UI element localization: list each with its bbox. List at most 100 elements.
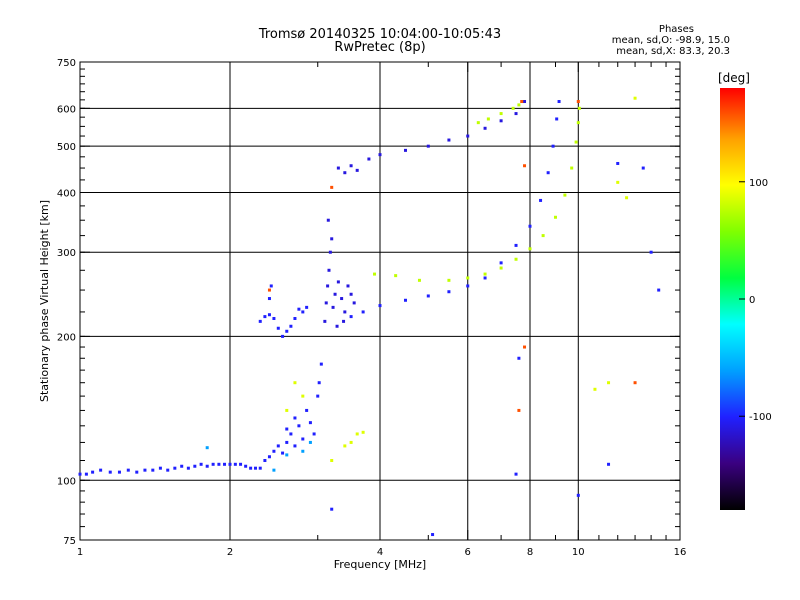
data-point (158, 466, 162, 470)
data-point (78, 472, 82, 476)
data-point (557, 100, 561, 104)
data-point (336, 166, 340, 170)
data-point (324, 301, 328, 305)
data-point (331, 305, 335, 309)
data-point (553, 215, 557, 219)
data-point (205, 464, 209, 468)
data-point (281, 451, 285, 455)
data-point (361, 310, 365, 314)
phase-stats-o: mean, sd,O: -98.9, 15.0 (611, 35, 730, 46)
data-point (193, 464, 197, 468)
x-tick-label: 10 (572, 547, 585, 558)
y-tick-label: 750 (57, 58, 76, 69)
data-point (403, 298, 407, 302)
data-point (327, 268, 331, 272)
data-point (305, 408, 309, 412)
data-point (272, 468, 276, 472)
data-point (276, 326, 280, 330)
data-point (528, 247, 532, 251)
data-point (326, 284, 330, 288)
x-tick-label: 4 (377, 547, 383, 558)
data-point (523, 164, 527, 168)
data-point (285, 408, 289, 412)
data-point (301, 394, 305, 398)
data-point (272, 316, 276, 320)
data-point (263, 315, 267, 319)
data-point (447, 138, 451, 142)
data-point (355, 168, 359, 172)
data-point (447, 290, 451, 294)
data-point (607, 381, 611, 385)
data-point (483, 126, 487, 130)
data-point (466, 284, 470, 288)
data-point (117, 470, 121, 474)
data-point (546, 171, 550, 175)
data-point (343, 310, 347, 314)
data-point (514, 243, 518, 247)
data-point (394, 274, 398, 278)
data-point (297, 307, 301, 311)
data-point (486, 117, 490, 121)
grid-lines (80, 62, 680, 540)
data-point (483, 276, 487, 280)
data-point (349, 440, 353, 444)
data-point (514, 472, 518, 476)
data-point (267, 313, 271, 317)
data-point (323, 319, 327, 323)
y-tick-label: 100 (57, 476, 76, 487)
y-tick-labels: 75 100 200 300 400 500 600 750 (57, 58, 76, 547)
data-point (342, 319, 346, 323)
data-point (551, 144, 555, 148)
data-point (228, 462, 232, 466)
data-point (285, 453, 289, 457)
x-tick-label: 6 (465, 547, 471, 558)
data-point (328, 250, 332, 254)
data-point (269, 284, 273, 288)
x-tick-label: 8 (527, 547, 533, 558)
data-point (293, 416, 297, 420)
data-point (563, 193, 567, 197)
data-point (217, 462, 221, 466)
data-point (249, 466, 253, 470)
data-point (301, 310, 305, 314)
y-tick-label: 500 (57, 142, 76, 153)
data-point (499, 266, 503, 270)
x-tick-label: 1 (77, 547, 83, 558)
data-point (576, 121, 580, 125)
data-point (426, 294, 430, 298)
colorbar-tick-label: 100 (749, 178, 768, 189)
data-point (330, 185, 334, 189)
data-point (276, 444, 280, 448)
y-axis-label: Stationary phase Virtual Height [km] (38, 200, 51, 402)
data-point (466, 276, 470, 280)
data-point (308, 421, 312, 425)
data-point (333, 292, 337, 296)
axis-ticks (79, 61, 681, 541)
data-point (607, 462, 611, 466)
y-tick-label: 600 (57, 104, 76, 115)
data-point (297, 424, 301, 428)
data-point (343, 444, 347, 448)
data-point (355, 432, 359, 436)
x-axis-label: Frequency [MHz] (334, 558, 426, 571)
data-point (293, 381, 297, 385)
data-point (576, 493, 580, 497)
data-point (417, 278, 421, 282)
data-point (205, 446, 209, 450)
data-point (523, 345, 527, 349)
data-point (151, 468, 155, 472)
data-point (316, 394, 320, 398)
data-point (447, 278, 451, 282)
data-point (180, 464, 184, 468)
data-point (258, 466, 262, 470)
data-point (267, 297, 271, 301)
data-point (483, 272, 487, 276)
data-point (293, 444, 297, 448)
data-point (326, 218, 330, 222)
data-point (514, 257, 518, 261)
data-point (289, 432, 293, 436)
data-point (244, 464, 248, 468)
data-point (349, 315, 353, 319)
data-point (528, 224, 532, 228)
